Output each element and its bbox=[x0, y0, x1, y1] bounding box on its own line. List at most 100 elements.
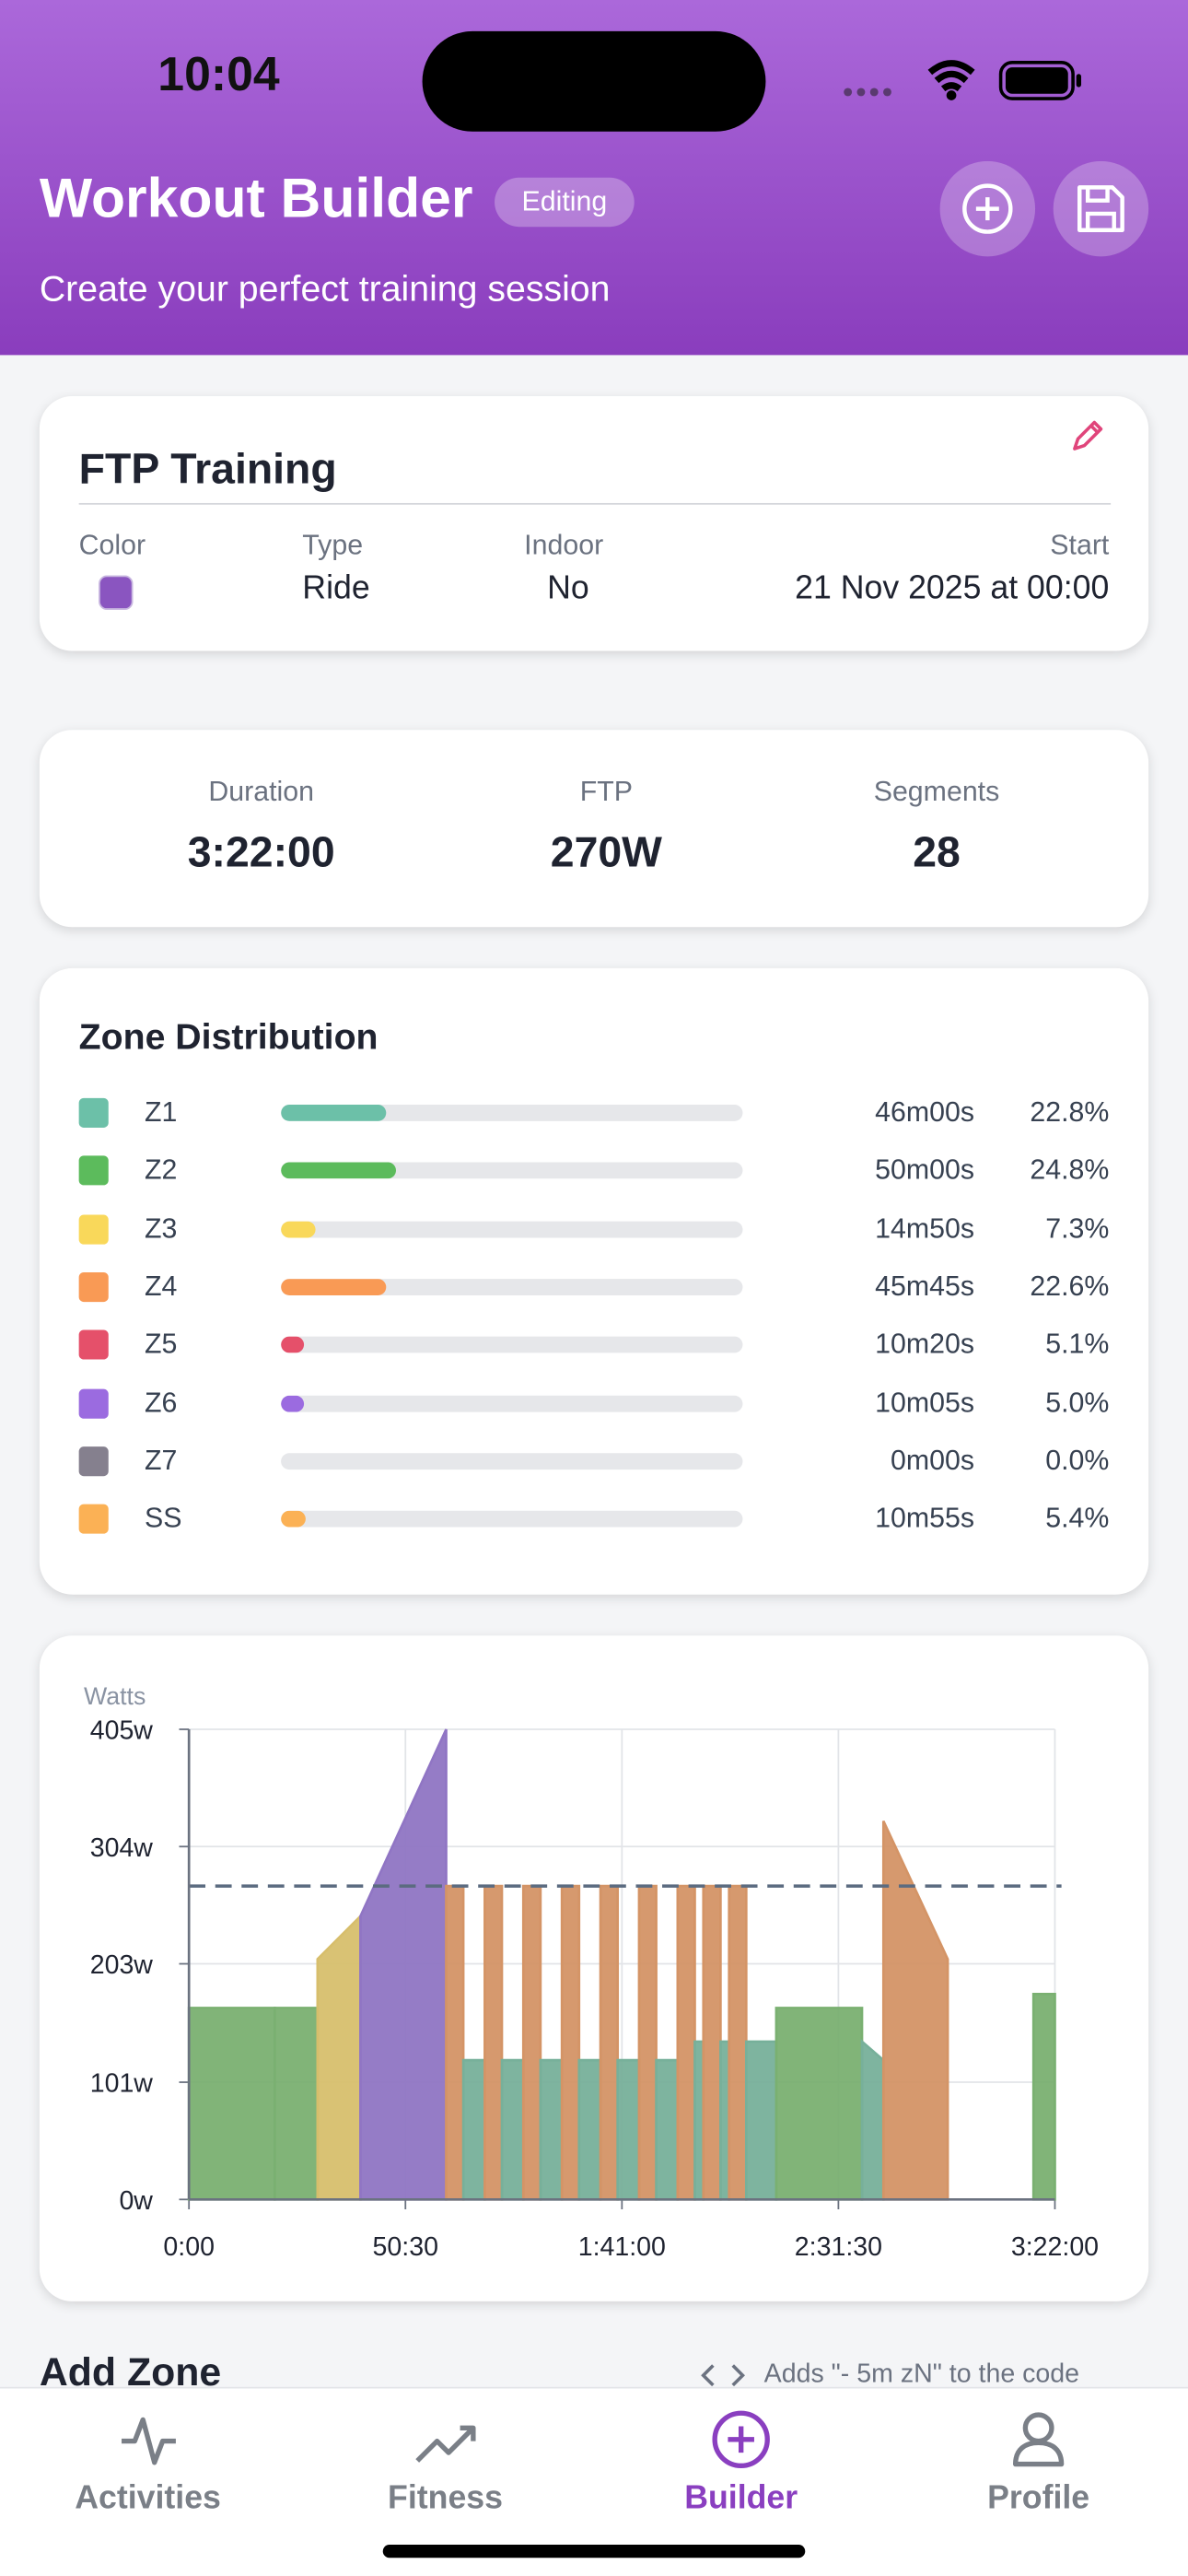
zone-duration: 0m00s bbox=[890, 1444, 975, 1476]
zone-bar bbox=[281, 1394, 305, 1411]
segment bbox=[1031, 1992, 1056, 2201]
color-swatch[interactable] bbox=[99, 575, 134, 610]
y-tick-label: 405w bbox=[90, 1716, 154, 1746]
tab-label[interactable]: Profile bbox=[987, 2480, 1090, 2517]
field-value: No bbox=[547, 570, 589, 607]
zone-bar bbox=[281, 1336, 305, 1353]
status-icons bbox=[844, 60, 1082, 100]
stat-value: 28 bbox=[913, 826, 961, 876]
segment bbox=[539, 2058, 564, 2201]
zone-name: Z7 bbox=[145, 1444, 178, 1476]
zone-percent: 22.8% bbox=[1030, 1096, 1110, 1128]
zone-percent: 5.0% bbox=[1045, 1386, 1110, 1418]
zone-swatch bbox=[78, 1446, 109, 1476]
segment bbox=[637, 1884, 658, 2201]
header: 10:04 Workout Builder Editing Create you… bbox=[0, 0, 1188, 356]
field-label: Type bbox=[302, 529, 364, 561]
chart-card: Watts 0w 101w 203w 304w 405w 0:00 50:30 1:41:00 2… bbox=[39, 1635, 1149, 2301]
x-tick-label: 2:31:30 bbox=[795, 2232, 882, 2262]
dynamic-island bbox=[422, 30, 766, 132]
zone-duration: 10m20s bbox=[875, 1328, 975, 1360]
segment bbox=[316, 1913, 362, 2201]
segment bbox=[359, 1728, 448, 2201]
stat-value: 3:22:00 bbox=[187, 826, 335, 876]
zone-name: Z5 bbox=[145, 1328, 178, 1360]
header-subtitle: Create your perfect training session bbox=[39, 267, 611, 310]
zone-name: Z4 bbox=[145, 1270, 178, 1302]
segment bbox=[483, 1884, 504, 2201]
segment bbox=[719, 2040, 731, 2201]
zone-bar bbox=[281, 1278, 386, 1295]
segment bbox=[881, 1820, 949, 2201]
y-tick-label: 304w bbox=[90, 1833, 154, 1863]
zone-track bbox=[281, 1105, 743, 1121]
tab-label[interactable]: Fitness bbox=[388, 2480, 504, 2517]
zone-swatch bbox=[78, 1155, 109, 1186]
zone-duration: 10m05s bbox=[875, 1386, 975, 1418]
zone-percent: 5.4% bbox=[1045, 1502, 1110, 1534]
segment bbox=[728, 1884, 748, 2201]
zone-swatch bbox=[78, 1329, 109, 1360]
field-label: Start bbox=[1050, 529, 1110, 561]
zone-title: Zone Distribution bbox=[78, 1015, 379, 1058]
zone-bar bbox=[281, 1162, 396, 1179]
segment bbox=[775, 2007, 864, 2201]
zone-swatch bbox=[78, 1388, 109, 1418]
zone-percent: 22.6% bbox=[1030, 1270, 1110, 1302]
segment bbox=[273, 2007, 320, 2201]
segment bbox=[693, 2040, 705, 2201]
segment bbox=[187, 2007, 276, 2201]
field-value: 21 Nov 2025 at 00:00 bbox=[795, 570, 1110, 607]
stat-label: Segments bbox=[873, 776, 1000, 808]
x-tick-label: 0:00 bbox=[163, 2232, 215, 2262]
save-button[interactable] bbox=[1053, 160, 1149, 257]
x-tick-label: 1:41:00 bbox=[578, 2232, 666, 2262]
zone-duration: 46m00s bbox=[875, 1096, 975, 1128]
segment bbox=[521, 1884, 542, 2201]
zone-percent: 5.1% bbox=[1045, 1328, 1110, 1360]
add-zone-hint: Adds "- 5m zN" to the code bbox=[763, 2360, 1080, 2389]
zone-duration: 45m45s bbox=[875, 1270, 975, 1302]
segment bbox=[445, 1884, 465, 2201]
zone-duration: 14m50s bbox=[875, 1212, 975, 1244]
divider bbox=[78, 502, 1112, 505]
header-buttons bbox=[939, 160, 1149, 257]
segment bbox=[560, 1884, 581, 2201]
tab-label[interactable]: Activities bbox=[75, 2480, 221, 2517]
header-title: Workout Builder bbox=[39, 167, 473, 230]
stats-card: Duration 3:22:00 FTP 270W Segments 28 bbox=[39, 730, 1149, 928]
field-label: Color bbox=[78, 529, 146, 561]
zone-swatch bbox=[78, 1504, 109, 1534]
field-value: Ride bbox=[302, 570, 370, 607]
zone-name: Z3 bbox=[145, 1212, 178, 1244]
tab-bar: Activities Fitness Builder Profile bbox=[0, 2386, 1188, 2576]
zone-swatch bbox=[78, 1097, 109, 1128]
zone-name: Z2 bbox=[145, 1154, 178, 1186]
code-icon bbox=[701, 2364, 745, 2387]
segment bbox=[599, 1884, 620, 2201]
status-time: 10:04 bbox=[157, 49, 280, 102]
edit-button[interactable] bbox=[1068, 416, 1108, 455]
zone-swatch bbox=[78, 1213, 109, 1244]
power-chart: Watts 0w 101w 203w 304w 405w 0:00 50:30 1:41:00 2… bbox=[84, 1682, 1099, 2262]
y-tick-label: 0w bbox=[119, 2186, 153, 2216]
segment bbox=[500, 2058, 525, 2201]
x-tick-label: 50:30 bbox=[373, 2232, 438, 2262]
segment bbox=[744, 2040, 778, 2201]
tab-label[interactable]: Builder bbox=[684, 2480, 798, 2517]
segment bbox=[860, 2039, 885, 2201]
workout-card: FTP Training Color Type Ride Indoor No S… bbox=[39, 395, 1149, 651]
segment bbox=[676, 1884, 696, 2201]
zone-swatch bbox=[78, 1271, 109, 1302]
add-button[interactable] bbox=[939, 160, 1036, 257]
zone-track bbox=[281, 1162, 743, 1179]
zone-percent: 0.0% bbox=[1045, 1444, 1110, 1476]
segment bbox=[702, 1884, 722, 2201]
segment bbox=[461, 2058, 486, 2201]
segment bbox=[655, 2058, 680, 2201]
zone-card: Zone Distribution Z1 46m00s 22.8% Z2 50m00s 2… bbox=[39, 967, 1149, 1595]
segment bbox=[577, 2058, 602, 2201]
zone-track bbox=[281, 1220, 743, 1237]
